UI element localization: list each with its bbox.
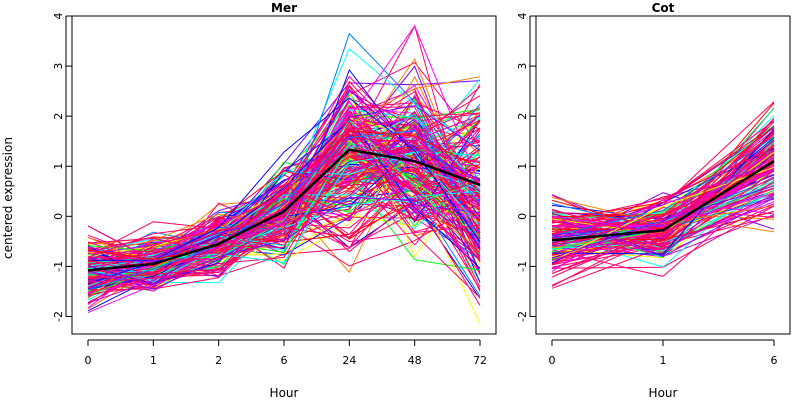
profile-line-mer [87,89,481,285]
panel-title-mer: Mer [271,1,297,15]
profile-line-cot [551,161,775,241]
y-tick-label-cot: 1 [516,163,529,170]
profile-line-mer [87,142,481,297]
profile-lines-mer [87,24,481,325]
x-axis-mer: 0 1 2 6 24 48 72 [85,339,487,367]
profile-line-mer [87,117,481,265]
profile-line-mer [87,133,481,299]
plot-frame-mer [71,15,497,335]
profile-line-mer [87,113,481,267]
y-tick-label-cot: -1 [516,261,529,272]
profile-line-mer [87,86,481,274]
y-tick-label-mer: -2 [52,311,65,322]
profile-line-cot [551,129,775,266]
y-axis-label: centered expression [1,137,15,259]
profile-line-mer [87,203,481,283]
mean-line-mer [87,148,481,272]
profile-line-mer [87,120,481,284]
mean-line-cot-path [551,160,775,242]
profile-line-cot [551,185,775,259]
y-axis-cot: -2 -1 0 1 2 3 4 [516,13,536,322]
profile-line-cot [551,166,775,262]
x-tick-label-mer: 6 [281,354,288,367]
profile-line-cot [551,126,775,218]
profile-line-cot [551,121,775,235]
profile-line-mer [87,196,481,286]
profile-line-mer [87,140,481,284]
profile-line-cot [551,197,775,257]
profile-line-cot [551,140,775,246]
panel-title-cot: Cot [652,1,675,15]
y-tick-label-cot: 0 [516,213,529,220]
profile-line-cot [551,156,775,262]
y-tick-label-mer: 3 [52,63,65,70]
x-axis-label-cot: Hour [649,386,678,400]
profile-line-mer [87,181,481,274]
profile-line-cot [551,120,775,233]
profile-line-mer [87,90,481,304]
profile-line-mer [87,129,481,280]
x-axis-label-mer: Hour [270,386,299,400]
y-tick-label-cot: 4 [516,13,529,20]
y-tick-label-cot: 3 [516,63,529,70]
x-tick-label-mer: 24 [342,354,356,367]
profile-line-cot [551,197,775,225]
profile-line-mer [87,136,481,283]
mean-line-cot [551,160,775,242]
y-tick-label-mer: 1 [52,163,65,170]
x-tick-label-mer: 2 [215,354,222,367]
panel-cot: Cot -2 -1 0 1 2 3 4 0 1 6 Hour [516,1,791,400]
x-tick-label-cot: 6 [771,354,778,367]
x-tick-label-mer: 0 [85,354,92,367]
x-tick-label-cot: 0 [549,354,556,367]
profile-line-mer [87,130,481,291]
x-axis-cot: 0 1 6 [549,339,778,367]
y-tick-label-mer: -1 [52,261,65,272]
y-axis-mer: -2 -1 0 1 2 3 4 [52,13,72,322]
y-tick-label-mer: 2 [52,113,65,120]
y-tick-label-mer: 4 [52,13,65,20]
profile-line-cot [551,128,775,255]
profile-line-cot [551,136,775,237]
profile-line-cot [551,169,775,275]
x-tick-label-mer: 1 [150,354,157,367]
profile-lines-cot [551,101,775,289]
y-tick-label-cot: -2 [516,311,529,322]
profile-line-mer [87,126,481,258]
profile-line-mer [87,130,481,261]
profile-line-mer [87,124,481,297]
x-tick-label-cot: 1 [660,354,667,367]
mean-line-mer-path [87,148,481,272]
y-tick-label-cot: 2 [516,113,529,120]
profile-line-mer [87,118,481,285]
profile-line-mer [87,119,481,264]
profile-line-mer [87,180,481,267]
x-tick-label-mer: 48 [408,354,422,367]
profile-line-cot [551,176,775,274]
profile-line-mer [87,90,481,254]
plot-frame-cot [535,15,791,335]
x-tick-label-mer: 72 [473,354,487,367]
y-tick-label-mer: 0 [52,213,65,220]
panel-mer: Mer -2 -1 0 1 2 3 4 0 1 2 6 24 48 72 Hour [52,1,497,400]
profile-line-mer [87,149,481,275]
profile-line-mer [87,120,481,278]
profile-line-cot [551,147,775,224]
profile-line-cot [551,167,775,226]
